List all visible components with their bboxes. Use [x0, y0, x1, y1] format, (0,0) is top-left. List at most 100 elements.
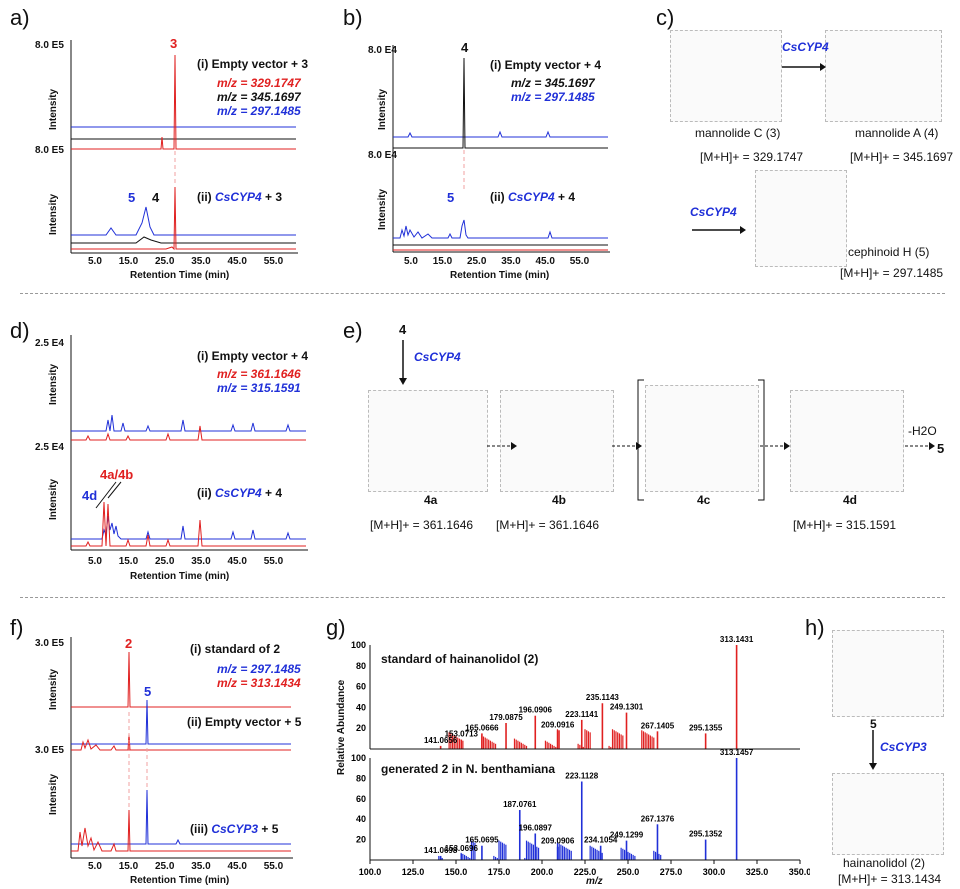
- compound-label: 4d: [843, 493, 858, 507]
- section-divider: [20, 293, 945, 294]
- peak-label: 196.0897: [519, 823, 553, 832]
- ion-mass: [M+H]+ = 329.1747: [700, 150, 804, 164]
- y-axis-label: Intensity: [377, 88, 388, 130]
- trace-blue: [71, 699, 291, 745]
- dashed-arrow: [905, 442, 935, 450]
- x-tick-label: 250.0: [617, 867, 640, 877]
- chromatogram-a: [70, 40, 298, 254]
- mz-label: m/z = 313.1434: [217, 676, 301, 690]
- scale-label: 8.0 E5: [35, 40, 64, 51]
- enzyme-label: CsCYP4: [782, 40, 829, 54]
- trace-label-prefix: (ii): [197, 190, 215, 204]
- panel-label-d: d): [10, 318, 30, 343]
- trace-label: (i) Empty vector + 4: [490, 58, 602, 72]
- spectrum-title: generated 2 in N. benthamiana: [381, 762, 556, 776]
- y-tick-label: 100: [351, 640, 366, 650]
- trace-red: [71, 733, 291, 751]
- y-tick-label: 60: [356, 682, 366, 692]
- trace-label: (i) Empty vector + 3: [197, 57, 309, 71]
- x-axis-label: Retention Time (min): [130, 270, 230, 281]
- scale-label: 8.0 E5: [35, 145, 64, 156]
- peak-label: 235.1143: [586, 693, 619, 702]
- y-tick-label: 40: [356, 814, 366, 824]
- y-tick-label: 60: [356, 794, 366, 804]
- peak-label-4d: 4d: [82, 488, 98, 503]
- x-tick-label: 275.0: [660, 867, 683, 877]
- trace-blue: [71, 789, 291, 845]
- enzyme-label: CsCYP4: [690, 205, 737, 219]
- section-divider: [20, 597, 945, 598]
- trace-label: (i) Empty vector + 4: [197, 349, 309, 363]
- trace-blue: [71, 206, 296, 236]
- structure-4d: [790, 390, 904, 492]
- y-axis-label: Intensity: [48, 668, 59, 710]
- scale-label: 8.0 E4: [368, 150, 397, 161]
- peak-label: 223.1141: [565, 710, 598, 719]
- x-tick-label: 150.0: [445, 867, 468, 877]
- enzyme-label: CsCYP4: [508, 190, 555, 204]
- enzyme-label: CsCYP4: [414, 350, 461, 364]
- x-ticks: 5.0 15.0 25.0 35.0 45.0 55.0: [404, 256, 590, 267]
- chromatogram-b: [392, 45, 610, 253]
- trace-black: [71, 236, 296, 244]
- peak-label: 249.1301: [610, 703, 644, 712]
- enzyme-label: CsCYP3: [880, 740, 927, 754]
- y-axis-label: Intensity: [48, 773, 59, 815]
- compound-label: 4c: [697, 493, 711, 507]
- trace-label-suffix: + 5: [258, 822, 279, 836]
- peak-label: 267.1405: [641, 721, 675, 730]
- enzyme-label: CsCYP3: [211, 822, 259, 836]
- mz-label: m/z = 329.1747: [217, 76, 301, 90]
- peak-label-4: 4: [152, 190, 160, 205]
- structure-hainanolidol: [832, 773, 944, 855]
- compound-name: mannolide C (3): [695, 126, 781, 140]
- trace-label: (ii) CsCYP4 + 3: [197, 190, 282, 204]
- peak-label-5: 5: [447, 190, 455, 205]
- peak-label: 234.1054: [584, 836, 618, 845]
- x-tick-label: 125.0: [402, 867, 425, 877]
- trace-red: [71, 54, 296, 150]
- trace-red: [71, 651, 291, 708]
- peak-label: 153.0713: [445, 730, 479, 739]
- x-axis-label: Retention Time (min): [130, 875, 230, 886]
- peak-label-5: 5: [144, 684, 152, 699]
- peak-label-2: 2: [125, 636, 133, 651]
- compound-label: 4b: [552, 493, 567, 507]
- panel-label-e: e): [343, 318, 363, 343]
- trace-blue: [71, 414, 306, 432]
- chromatogram-d: [70, 335, 308, 551]
- mz-label: m/z = 297.1485: [511, 90, 595, 104]
- trace-label-prefix: (ii): [490, 190, 508, 204]
- panel-label-a: a): [10, 5, 30, 30]
- trace-label-suffix: + 3: [261, 190, 283, 204]
- panel-label-g: g): [326, 615, 346, 640]
- x-tick-label: 325.0: [746, 867, 769, 877]
- x-tick-label: 300.0: [703, 867, 726, 877]
- peak-label-3: 3: [170, 36, 178, 51]
- y-tick-label: 40: [356, 702, 366, 712]
- structure-4c: [645, 385, 759, 492]
- y-tick-label: 80: [356, 773, 366, 783]
- trace-red: [71, 809, 291, 852]
- trace-blue: [393, 130, 608, 138]
- panel-label-f: f): [10, 615, 24, 640]
- x-ticks: 5.0 15.0 25.0 35.0 45.0 55.0: [88, 861, 284, 872]
- scale-label: 3.0 E5: [35, 745, 64, 756]
- compound-name: cephinoid H (5): [848, 245, 930, 259]
- x-axis-label: m/z: [586, 876, 603, 887]
- scale-label: 2.5 E4: [35, 442, 64, 453]
- structure-mannolide-c: [670, 30, 782, 122]
- compound-label: 5: [870, 717, 877, 731]
- structure-mannolide-a: [825, 30, 942, 122]
- trace-label-suffix: + 4: [554, 190, 576, 204]
- x-ticks: 5.0 15.0 25.0 35.0 45.0 55.0: [88, 556, 284, 567]
- trace-label-suffix: + 4: [261, 486, 283, 500]
- spectrum-top: 141.0656153.0713165.0666179.0875196.0906…: [424, 635, 754, 749]
- compound-label: 4a: [424, 493, 438, 507]
- trace-black: [393, 57, 608, 149]
- y-tick-label: 20: [356, 723, 366, 733]
- reaction-arrow: [399, 340, 407, 385]
- mz-label: m/z = 361.1646: [217, 367, 301, 381]
- x-tick-label: 100.0: [359, 867, 382, 877]
